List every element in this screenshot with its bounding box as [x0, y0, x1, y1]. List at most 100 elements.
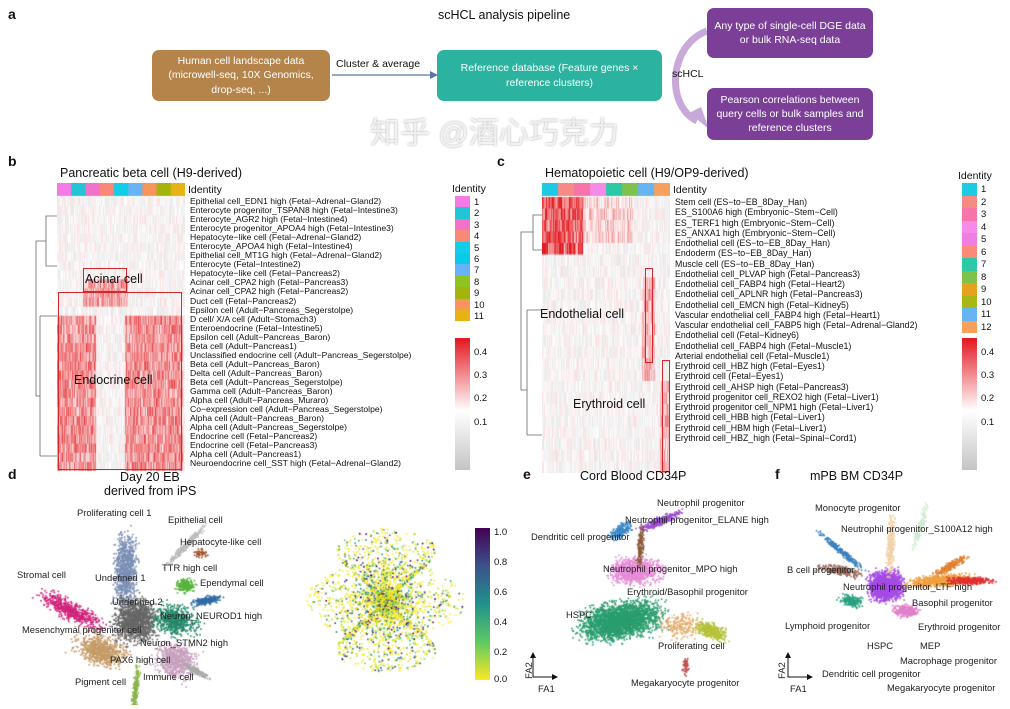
heatmap-row-label: Vascular endothelial cell_FABP4 high (Fe…: [675, 309, 880, 320]
cluster-label: MEP: [920, 640, 941, 651]
cluster-label: Basophil progenitor: [912, 597, 993, 608]
colorbar-tick: 0.2: [474, 393, 488, 404]
colorbar-tick: 1.0: [494, 527, 508, 538]
heatmap-row-label: Erythroid cell_HBM high (Fetal−Liver1): [675, 422, 827, 433]
colorbar-b: [455, 338, 470, 470]
heatmap-b: [57, 183, 185, 471]
cluster-label: Megakaryocyte progenitor: [887, 682, 996, 693]
heatmap-row-label: Erythroid cell_HBZ high (Fetal−Eyes1): [675, 361, 825, 371]
source-data-box: Human cell landscape data (microwell-seq…: [152, 50, 330, 101]
panel-f-label: f: [775, 466, 780, 482]
cluster-label: Ependymal cell: [200, 577, 264, 588]
cluster-label: Hepatocyte-like cell: [180, 536, 262, 547]
heatmap-row-label: Erythroid progenitor cell_REXO2 high (Fe…: [675, 391, 879, 402]
colorbar-tick: 0.2: [494, 647, 508, 658]
identity-swatch-label: 6: [474, 254, 480, 265]
endothelial-label: Endothelial cell: [540, 307, 625, 321]
cluster-label: Immune cell: [143, 671, 194, 682]
panel-d-label: d: [8, 466, 17, 482]
cluster-label: Undefined 1: [95, 572, 146, 583]
acinar-highlight-box: [83, 268, 127, 292]
heatmap-row-label: Epsilon cell (Adult−Pancreas_Baron): [190, 331, 331, 342]
cluster-label: Stromal cell: [17, 569, 66, 580]
identity-swatch-label: 7: [981, 259, 987, 270]
watermark: 知乎 @酒心巧克力: [370, 117, 619, 150]
pipeline-arrow: [332, 71, 438, 79]
identity-swatch: [962, 295, 977, 308]
identity-swatch: [455, 207, 470, 219]
identity-swatch-label: 2: [474, 208, 480, 220]
colorbar-d: [475, 528, 490, 680]
panel-b-title: Pancreatic beta cell (H9-derived): [60, 166, 243, 180]
cluster-label: Neutrophil progenitor_S100A12 high: [841, 523, 993, 534]
heatmap-row-label: Endothelial cell (Fetal−Kidney6): [675, 330, 799, 341]
cluster-label: Pigment cell: [75, 676, 127, 687]
identity-swatch-label: 3: [981, 209, 987, 220]
heatmap-row-label: Endothelial cell_APLNR high (Fetal−Pancr…: [675, 289, 863, 300]
heatmap-row-label: Erythroid cell_HBB high (Fetal−Liver1): [675, 412, 825, 423]
heatmap-row-label: Epithelial cell_EDN1 high (Fetal−Adrenal…: [190, 196, 382, 206]
heatmap-row-label: Endoderm (ES−to−EB_8Day_Han): [675, 248, 812, 259]
axis-arrows-f: [785, 652, 813, 680]
heatmap-row-label: Hepatocyte−like cell (Fetal−Adrenal−Glan…: [190, 232, 362, 243]
identity-swatch: [962, 308, 977, 321]
colorbar-tick: 0.8: [494, 557, 508, 568]
heatmap-row-label: Co−expression cell (Adult−Pancreas_Seger…: [190, 404, 383, 415]
panel-d-title-2: derived from iPS: [104, 484, 197, 498]
panel-d-title-1: Day 20 EB: [120, 470, 180, 484]
identity-swatch-label: 2: [981, 196, 987, 208]
colorbar-c: [962, 338, 977, 470]
heatmap-row-label: Gamma cell (Adult−Pancreas_Baron): [190, 385, 333, 396]
heatmap-row-label: Endothelial cell_FABP4 high (Fetal−Muscl…: [675, 340, 852, 351]
heatmap-row-label: Erythroid cell_AHSP high (Fetal−Pancreas…: [675, 381, 849, 392]
identity-swatch: [962, 245, 977, 258]
identity-swatch: [962, 283, 977, 296]
identity-swatch: [455, 264, 470, 276]
heatmap-row-label: Enterocyte (Fetal−Intestine2): [190, 259, 301, 270]
heatmap-row-label: Beta cell (Adult−Pancreas_Segerstolpe): [190, 376, 343, 387]
identity-swatch-label: 9: [474, 288, 480, 300]
cluster-label: Neutrophil progenitor_MPO high: [603, 563, 738, 574]
heatmap-row-label: Endothelial cell_EMCN high (Fetal−Kidney…: [675, 299, 849, 310]
heatmap-row-label: D cell/ X/A cell (Adult−Stomach3): [190, 313, 317, 324]
heatmap-row-label: Beta cell (Adult−Pancreas_Baron): [190, 358, 320, 369]
cluster-label: Epithelial cell: [168, 514, 223, 525]
colorbar-tick: 0.6: [494, 587, 508, 598]
heatmap-c: [542, 183, 670, 473]
colorbar-tick: 0.4: [494, 617, 508, 628]
identity-swatch-label: 7: [474, 265, 480, 277]
identity-swatch-label: 10: [981, 296, 992, 308]
heatmap-row-label: ES_ANXA1 high (Embryonic−Stem−Cell): [675, 227, 836, 238]
identity-swatch-label: 6: [981, 246, 987, 258]
identity-row-label-b: Identity: [188, 184, 222, 196]
heatmap-row-label: Endocrine cell (Fetal−Pancreas2): [190, 431, 318, 442]
colorbar-tick: 0.3: [474, 370, 488, 381]
axis-x-label-f: FA1: [790, 683, 807, 694]
heatmap-row-label: Enteroendocrine (Fetal−Intestine5): [190, 322, 323, 333]
heatmap-row-label: Erythroid cell_HBZ_high (Fetal−Spinal−Co…: [675, 432, 857, 443]
cluster-label: HSPC: [867, 640, 894, 651]
identity-swatch-label: 10: [474, 299, 485, 311]
identity-legend-title-c: Identity: [958, 170, 992, 182]
heatmap-row-label: Vascular endothelial cell_FABP5 high (Fe…: [675, 320, 918, 330]
colorbar-tick: 0.2: [981, 393, 995, 404]
cluster-label: TTR high cell: [162, 562, 218, 573]
heatmap-row-label: Alpha cell (Adult−Pancreas_Baron): [190, 413, 324, 424]
heatmap-row-label: Stem cell (ES−to−EB_8Day_Han): [675, 197, 808, 207]
heatmap-row-label: ES_TERF1 high (Embryonic−Stem−Cell): [675, 217, 835, 228]
identity-swatch: [962, 220, 977, 233]
heatmap-row-label: Alpha cell (Adult−Pancreas_Segerstolpe): [190, 422, 347, 433]
colorbar-tick: 0.3: [981, 370, 995, 381]
cluster-label: Erythroid progenitor: [918, 621, 1001, 632]
identity-swatch-label: 11: [981, 309, 991, 320]
identity-legend-title-b: Identity: [452, 183, 486, 195]
identity-swatch-label: 9: [981, 284, 987, 295]
heatmap-row-label: Enterocyte_AGR2 high (Fetal−Intestine4): [190, 214, 348, 225]
heatmap-row-label: Epithelial cell_MT1G high (Fetal−Adrenal…: [190, 250, 383, 261]
heatmap-row-label: Endocrine cell (Fetal−Pancreas3): [190, 440, 318, 451]
axis-x-label-e: FA1: [538, 683, 555, 694]
identity-swatch: [962, 195, 977, 208]
identity-swatch: [455, 298, 470, 310]
heatmap-row-label: ES_S100A6 high (Embryonic−Stem−Cell): [675, 207, 838, 218]
heatmap-row-label: Erythroid progenitor cell_NPM1 high (Fet…: [675, 402, 874, 412]
